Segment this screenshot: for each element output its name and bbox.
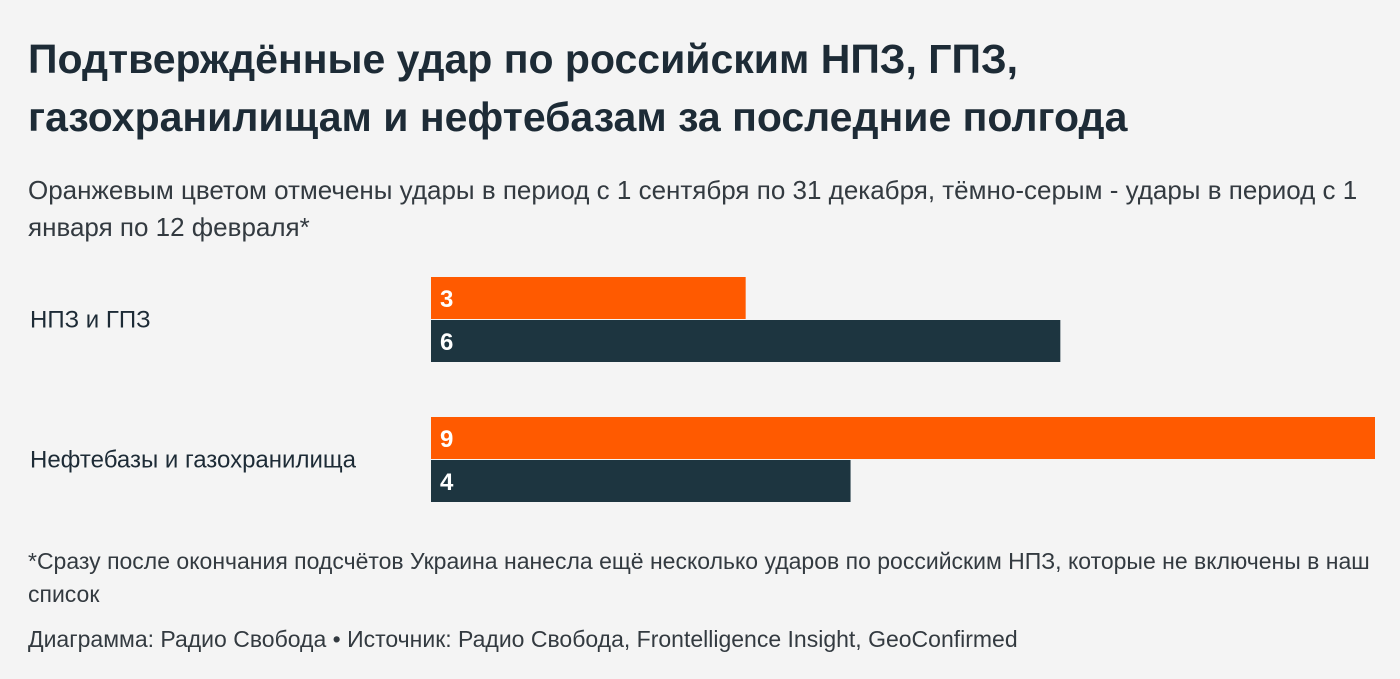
bar: [431, 417, 1375, 459]
chart-footnote: *Сразу после окончания подсчётов Украина…: [28, 548, 1370, 607]
bar: [431, 277, 746, 319]
bar-value-label: 9: [440, 426, 453, 453]
category-label: Нефтебазы и газохранилища: [30, 447, 357, 474]
bar-value-label: 4: [440, 469, 454, 496]
chart-source: Диаграмма: Радио Свобода • Источник: Рад…: [28, 626, 1018, 652]
bar-value-label: 3: [440, 286, 453, 313]
category-label: НПЗ и ГПЗ: [30, 307, 151, 334]
chart-subtitle: Оранжевым цветом отмечены удары в период…: [28, 175, 1358, 242]
bar: [431, 460, 851, 502]
bar-value-label: 6: [440, 329, 453, 356]
bar-chart: НПЗ и ГПЗ 3 6 Нефтебазы и газохранилища 9 4: [30, 277, 1375, 502]
bar: [431, 320, 1061, 362]
chart-title: Подтверждённые удар по российским НПЗ, Г…: [28, 36, 1128, 140]
